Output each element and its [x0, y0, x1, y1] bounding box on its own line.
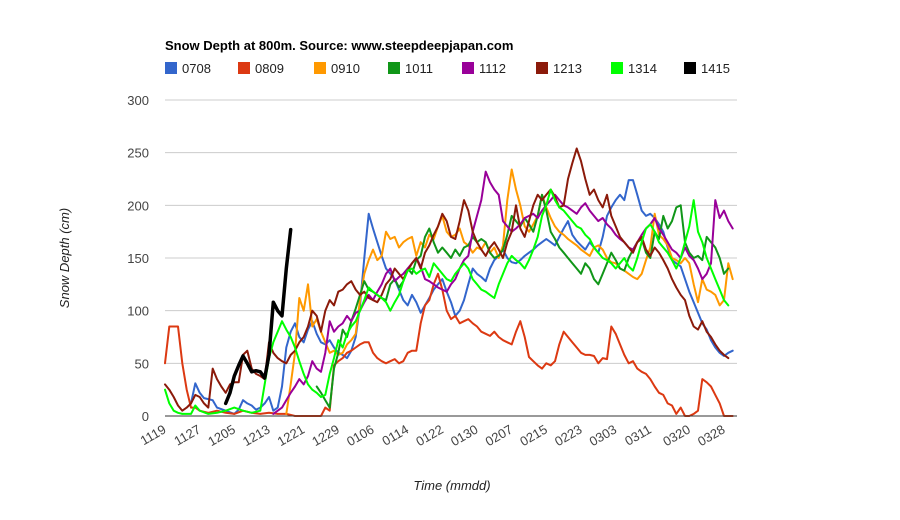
series-line-1112	[272, 170, 734, 415]
legend-swatch-1314	[611, 62, 623, 74]
y-tick-label-0: 0	[142, 409, 149, 424]
series-line-0910	[285, 168, 734, 415]
y-tick-label-300: 300	[127, 93, 149, 108]
legend-swatch-0809	[238, 62, 250, 74]
y-tick-label-100: 100	[127, 304, 149, 319]
x-axis-title: Time (mmdd)	[413, 478, 490, 493]
legend-swatch-0910	[314, 62, 326, 74]
y-axis-ticks: 0 50 100 150 200 250 300	[127, 93, 149, 424]
chart-title: Snow Depth at 800m. Source: www.steepdee…	[165, 38, 513, 53]
series-line-1415	[223, 227, 293, 406]
x-tick-label-0130: 0130	[448, 422, 481, 449]
series-line-1314	[164, 188, 730, 415]
series-line-0708	[190, 179, 734, 415]
y-tick-label-50: 50	[135, 356, 149, 371]
x-tick-label-1205: 1205	[205, 422, 238, 449]
chart-gridlines	[165, 99, 737, 364]
x-axis-ticks: 1119 1127 1205 1213 1221 1229 0106 0114 0122 0130…	[138, 422, 728, 449]
legend-swatch-1112	[462, 62, 474, 74]
x-tick-label-0215: 0215	[517, 422, 550, 449]
legend-swatch-1213	[536, 62, 548, 74]
y-tick-label-200: 200	[127, 198, 149, 213]
x-tick-label-0328: 0328	[695, 422, 728, 449]
legend-label-0708: 0708	[182, 61, 211, 76]
x-tick-label-0303: 0303	[587, 422, 620, 449]
x-tick-label-1119: 1119	[138, 422, 169, 448]
x-tick-label-0114: 0114	[379, 422, 411, 449]
x-tick-label-0320: 0320	[660, 422, 693, 449]
x-tick-label-0122: 0122	[413, 422, 446, 449]
legend-swatch-1011	[388, 62, 400, 74]
legend-label-1112: 1112	[479, 61, 506, 76]
x-tick-label-1213: 1213	[240, 422, 273, 449]
legend-label-1314: 1314	[628, 61, 657, 76]
legend-label-1415: 1415	[701, 61, 730, 76]
x-tick-label-1127: 1127	[171, 422, 203, 449]
chart-legend: 0708 0809 0910 1011 1112 1213 1314 1415	[165, 61, 730, 76]
x-tick-label-0311: 0311	[622, 422, 654, 449]
legend-swatch-0708	[165, 62, 177, 74]
x-tick-label-1221: 1221	[275, 422, 308, 449]
legend-label-1213: 1213	[553, 61, 582, 76]
legend-label-1011: 1011	[405, 61, 433, 76]
x-tick-label-0106: 0106	[344, 422, 377, 449]
x-tick-label-0223: 0223	[552, 422, 585, 449]
y-axis-title: Snow Depth (cm)	[57, 208, 72, 308]
y-tick-label-250: 250	[127, 146, 149, 161]
x-tick-label-1229: 1229	[309, 422, 342, 449]
legend-swatch-1415	[684, 62, 696, 74]
x-tick-label-0207: 0207	[483, 422, 516, 449]
series-line-1213	[164, 147, 730, 412]
legend-label-0910: 0910	[331, 61, 360, 76]
chart-series	[164, 147, 734, 417]
y-tick-label-150: 150	[127, 251, 149, 266]
legend-label-0809: 0809	[255, 61, 284, 76]
